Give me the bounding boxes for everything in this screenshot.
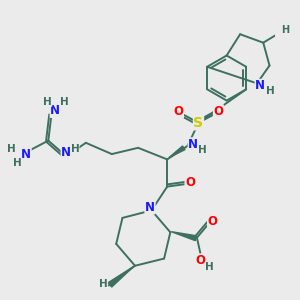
Text: H: H [7, 144, 16, 154]
Text: H: H [70, 144, 79, 154]
Text: N: N [50, 104, 60, 117]
Text: N: N [61, 146, 71, 159]
Text: N: N [188, 138, 198, 151]
Text: N: N [145, 201, 155, 214]
Text: H: H [205, 262, 214, 272]
Text: O: O [196, 254, 206, 267]
Text: N: N [21, 148, 31, 161]
Text: O: O [214, 105, 224, 118]
Text: N: N [255, 80, 265, 92]
Text: H: H [281, 26, 290, 35]
Text: H: H [60, 97, 69, 106]
Text: H: H [43, 97, 52, 106]
Text: H: H [198, 145, 207, 155]
Polygon shape [171, 232, 196, 241]
Text: H: H [99, 279, 107, 289]
Text: O: O [185, 176, 195, 189]
Text: O: O [208, 214, 218, 227]
Polygon shape [108, 266, 134, 287]
Text: H: H [13, 158, 22, 168]
Polygon shape [169, 146, 185, 158]
Text: H: H [266, 86, 274, 96]
Text: O: O [173, 105, 184, 118]
Text: S: S [194, 116, 203, 130]
